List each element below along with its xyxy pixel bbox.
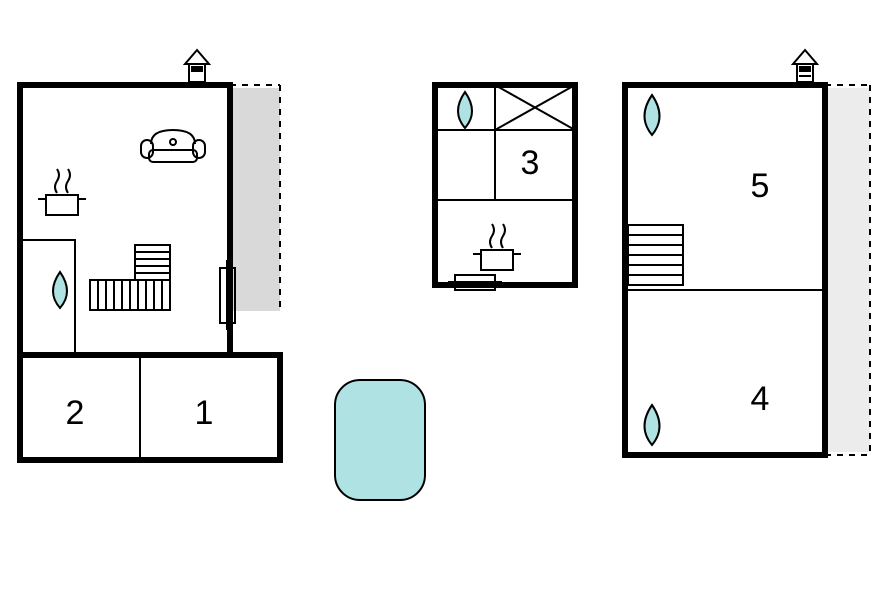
- left-terrace-shade: [230, 88, 280, 311]
- pot-icon: [473, 224, 521, 270]
- water-drop-icon: [53, 272, 67, 308]
- building-left: 1 2: [20, 50, 280, 460]
- building-center: 3: [435, 85, 575, 290]
- stairs-icon: [628, 225, 683, 285]
- left-lower-block: [20, 355, 280, 460]
- center-outer-wall: [435, 85, 575, 285]
- right-terrace-shade: [825, 88, 870, 452]
- room-label-3: 3: [521, 144, 540, 182]
- sofa-icon: [141, 130, 205, 162]
- left-outer-wall: [20, 85, 230, 355]
- stairs-icon: [90, 245, 170, 310]
- room-label-4: 4: [751, 380, 770, 418]
- room-label-2: 2: [66, 394, 85, 432]
- storage-x-icon: [495, 85, 575, 130]
- water-drop-icon: [458, 92, 472, 128]
- water-drop-icon: [645, 405, 660, 445]
- water-drop-icon: [645, 95, 660, 135]
- right-outer-wall: [625, 85, 825, 455]
- chimney-icon: [793, 50, 817, 82]
- room-label-1: 1: [195, 394, 214, 432]
- building-right: 5 4: [625, 50, 870, 455]
- chimney-icon: [185, 50, 209, 82]
- pot-icon: [38, 169, 86, 215]
- pool-icon: [335, 380, 425, 500]
- room-label-5: 5: [751, 167, 770, 205]
